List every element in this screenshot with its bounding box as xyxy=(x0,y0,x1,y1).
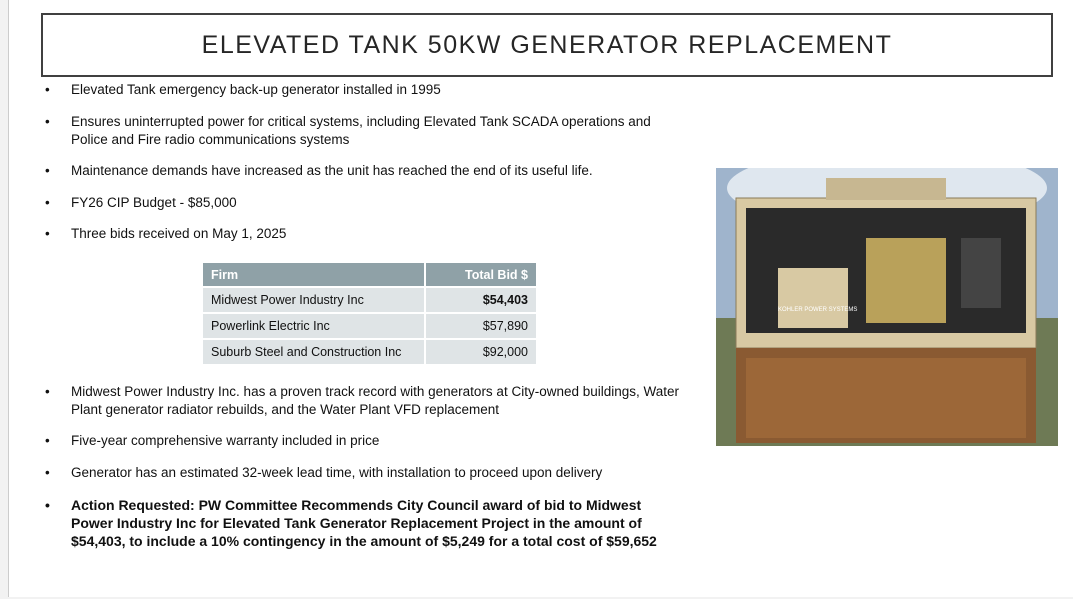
firm: Powerlink Electric Inc xyxy=(203,314,426,338)
bullet: Midwest Power Industry Inc. has a proven… xyxy=(71,383,681,419)
bid: $54,403 xyxy=(426,288,536,312)
column-header: Total Bid $ xyxy=(426,263,536,286)
bullet: Three bids received on May 1, 2025 xyxy=(71,225,681,243)
firm: Suburb Steel and Construction Inc xyxy=(203,340,426,364)
action-bullet: Action Requested: PW Committee Recommend… xyxy=(71,496,681,550)
bullet: Ensures uninterrupted power for critical… xyxy=(71,113,681,149)
bid-table: Firm Total Bid $ Midwest Power Industry … xyxy=(203,261,536,366)
photo-label: KOHLER POWER SYSTEMS xyxy=(778,307,857,313)
bullet: Generator has an estimated 32-week lead … xyxy=(71,464,681,482)
bullet: Elevated Tank emergency back-up generato… xyxy=(71,81,681,99)
slide-title: ELEVATED TANK 50KW GENERATOR REPLACEMENT xyxy=(41,13,1053,77)
column-header: Firm xyxy=(203,263,426,286)
bullet: FY26 CIP Budget - $85,000 xyxy=(71,194,681,212)
generator-photo: KOHLER POWER SYSTEMS xyxy=(716,168,1058,446)
slide: ELEVATED TANK 50KW GENERATOR REPLACEMENT… xyxy=(8,0,1073,597)
firm: Midwest Power Industry Inc xyxy=(203,288,426,312)
bullet: Maintenance demands have increased as th… xyxy=(71,162,681,180)
bullet: Five-year comprehensive warranty include… xyxy=(71,432,681,450)
bid: $92,000 xyxy=(426,340,536,364)
bid: $57,890 xyxy=(426,314,536,338)
page: ELEVATED TANK 50KW GENERATOR REPLACEMENT… xyxy=(0,0,1073,599)
